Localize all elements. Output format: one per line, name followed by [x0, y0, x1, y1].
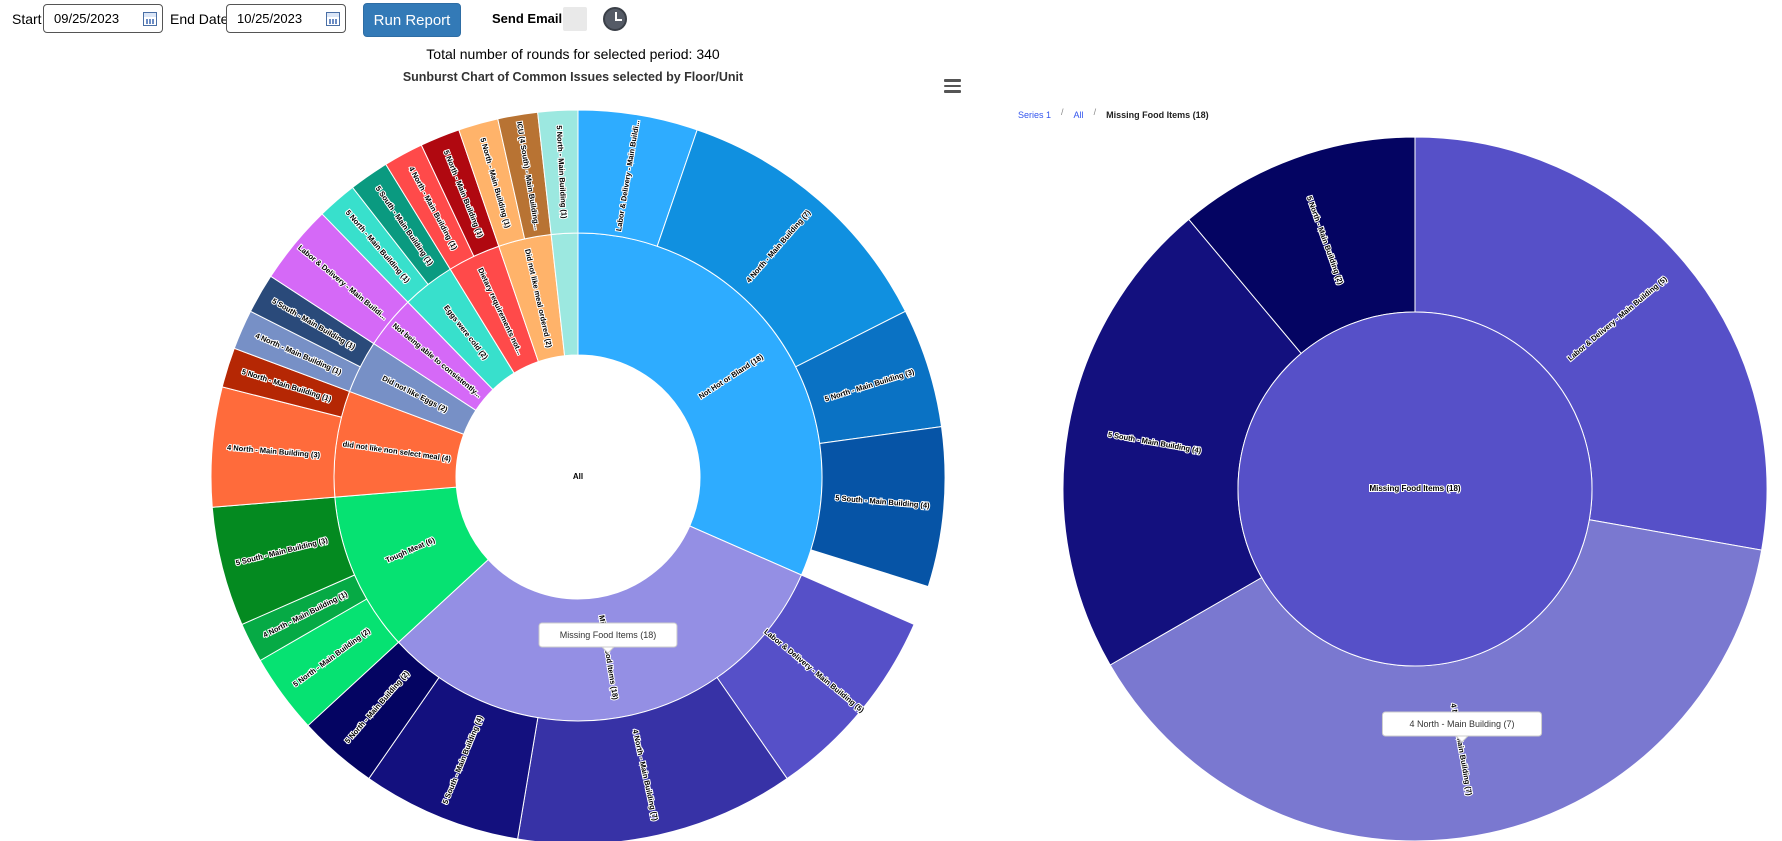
sunburst-center[interactable]: [456, 355, 700, 599]
calendar-icon[interactable]: [143, 12, 157, 26]
run-report-button[interactable]: Run Report: [363, 3, 461, 37]
start-date-input[interactable]: [54, 11, 134, 26]
svg-text:Missing Food Items (18): Missing Food Items (18): [560, 630, 657, 640]
breadcrumb-all[interactable]: All: [1073, 110, 1084, 120]
breadcrumb-series[interactable]: Series 1: [1018, 110, 1052, 120]
end-date-field[interactable]: [226, 4, 346, 33]
start-label: Start: [12, 11, 42, 27]
total-rounds-text: Total number of rounds for selected peri…: [426, 46, 720, 62]
hamburger-menu-icon[interactable]: [944, 79, 961, 93]
drilldown-root-label: Missing Food Items (18): [1369, 484, 1460, 493]
drilldown-tooltip: 4 North - Main Building (7): [1381, 711, 1543, 743]
send-email-label: Send Email:: [492, 11, 567, 26]
breadcrumb-separator: /: [1061, 107, 1064, 117]
breadcrumb-current: Missing Food Items (18): [1106, 110, 1209, 120]
end-date-label: End Date: [170, 11, 229, 27]
clock-icon[interactable]: [603, 7, 627, 31]
end-date-input[interactable]: [237, 11, 317, 26]
svg-text:4 North - Main Building (7): 4 North - Main Building (7): [1409, 719, 1514, 729]
sunburst-unit-slice[interactable]: [537, 109, 579, 236]
chart-title: Sunburst Chart of Common Issues selected…: [402, 70, 744, 84]
sunburst-unit-slice[interactable]: [810, 426, 946, 588]
start-date-field[interactable]: [43, 4, 163, 33]
breadcrumb-separator: /: [1093, 107, 1097, 117]
send-email-checkbox[interactable]: [563, 7, 587, 31]
drilldown-center[interactable]: [1237, 311, 1593, 667]
calendar-icon[interactable]: [326, 12, 340, 26]
sunburst-tooltip: Missing Food Items (18): [538, 622, 678, 654]
breadcrumb: Series 1 / All / Missing Food Items (18): [1018, 107, 1209, 120]
report-toolbar: Start End Date Run Report Send Email:: [0, 0, 700, 40]
sunburst-root-label: All: [573, 472, 583, 481]
